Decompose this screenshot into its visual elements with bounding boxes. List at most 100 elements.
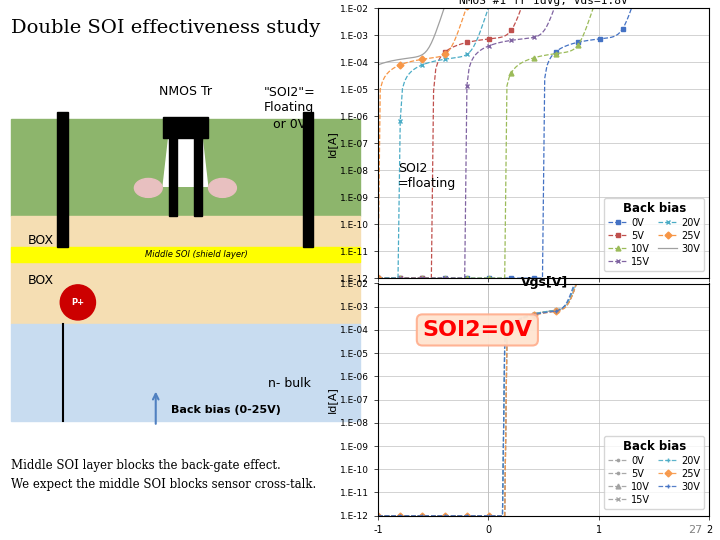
Bar <box>163 117 207 138</box>
20V <box>603 179 611 185</box>
0V <box>603 35 611 41</box>
Bar <box>11 119 360 216</box>
0V <box>482 512 491 519</box>
Text: Vgs[V]: Vgs[V] <box>521 276 569 289</box>
20V <box>547 308 556 314</box>
10V <box>505 74 513 80</box>
5V <box>603 179 611 185</box>
Bar <box>58 112 68 247</box>
15V <box>482 43 491 50</box>
0V <box>547 308 556 314</box>
30V <box>374 62 382 68</box>
Legend: 0V, 5V, 10V, 15V, 20V, 25V, 30V: 0V, 5V, 10V, 15V, 20V, 25V, 30V <box>604 198 704 271</box>
0V <box>374 275 382 281</box>
Bar <box>194 138 202 216</box>
0V <box>560 43 569 50</box>
Text: SOI2=0V: SOI2=0V <box>423 320 532 340</box>
10V <box>647 38 656 45</box>
Text: Back bias (0-25V): Back bias (0-25V) <box>171 406 281 415</box>
10V <box>547 308 556 314</box>
Text: 27: 27 <box>688 524 702 535</box>
Text: NMOS Tr: NMOS Tr <box>159 85 212 98</box>
15V <box>374 512 382 519</box>
Bar <box>303 112 313 247</box>
Line: 20V: 20V <box>376 0 711 281</box>
Bar <box>168 138 177 216</box>
Text: Middle SOI (shield layer): Middle SOI (shield layer) <box>145 250 248 259</box>
Y-axis label: Id[A]: Id[A] <box>327 130 337 157</box>
0V <box>482 275 491 281</box>
Line: 0V: 0V <box>376 0 711 281</box>
20V <box>482 512 491 519</box>
Text: "SOI2"=
Floating
or 0V: "SOI2"= Floating or 0V <box>264 85 315 131</box>
15V <box>547 308 556 314</box>
30V <box>374 512 382 519</box>
10V <box>482 275 491 281</box>
10V <box>560 304 569 310</box>
10V <box>560 49 569 56</box>
30V <box>560 302 569 309</box>
Bar <box>11 247 67 262</box>
25V <box>505 329 513 335</box>
30V <box>547 308 556 315</box>
Bar <box>326 247 360 262</box>
10V <box>482 512 491 519</box>
Line: 0V: 0V <box>376 0 711 518</box>
30V <box>482 512 491 519</box>
10V <box>603 183 611 189</box>
Text: P+: P+ <box>71 298 84 307</box>
Ellipse shape <box>209 178 236 197</box>
10V <box>374 512 382 519</box>
5V <box>505 30 513 36</box>
20V <box>560 303 569 309</box>
5V <box>374 275 382 281</box>
15V <box>647 38 656 45</box>
10V <box>374 275 382 281</box>
Text: BOX: BOX <box>28 234 54 247</box>
Text: SOI2
=floating: SOI2 =floating <box>398 161 456 190</box>
5V <box>374 512 382 519</box>
0V <box>547 53 556 60</box>
15V <box>505 37 513 44</box>
Line: 15V: 15V <box>376 0 711 281</box>
Line: 25V: 25V <box>376 0 711 518</box>
15V <box>560 304 569 310</box>
5V <box>560 303 569 309</box>
20V <box>482 9 491 16</box>
30V <box>505 325 513 331</box>
Line: 5V: 5V <box>376 0 711 518</box>
Bar <box>11 216 360 324</box>
Title: AIST double SOI TEG
NMOS #1 Tr IdVg, Vds=1.8V: AIST double SOI TEG NMOS #1 Tr IdVg, Vds… <box>459 0 628 6</box>
Line: 15V: 15V <box>376 0 711 518</box>
25V <box>560 305 569 311</box>
Y-axis label: Id[A]: Id[A] <box>327 386 337 413</box>
15V <box>603 183 611 189</box>
15V <box>505 328 513 334</box>
25V <box>603 183 611 189</box>
Text: Middle SOI layer blocks the back-gate effect.
We expect the middle SOI blocks se: Middle SOI layer blocks the back-gate ef… <box>11 459 316 491</box>
25V <box>374 275 382 281</box>
Line: 20V: 20V <box>376 0 711 518</box>
0V <box>647 38 656 45</box>
Text: n- bulk: n- bulk <box>268 377 310 390</box>
0V <box>560 304 569 310</box>
Bar <box>67 247 326 262</box>
Ellipse shape <box>60 285 96 320</box>
10V <box>505 328 513 334</box>
Legend: 0V, 5V, 10V, 15V, 20V, 25V, 30V: 0V, 5V, 10V, 15V, 20V, 25V, 30V <box>604 436 704 509</box>
0V <box>374 512 382 519</box>
Line: 5V: 5V <box>376 0 711 281</box>
20V <box>505 326 513 332</box>
Line: 30V: 30V <box>376 0 711 518</box>
Text: BOX: BOX <box>28 274 54 287</box>
30V <box>647 31 656 38</box>
25V <box>647 38 656 45</box>
25V <box>482 512 491 519</box>
5V <box>505 326 513 332</box>
25V <box>547 309 556 315</box>
Polygon shape <box>163 138 207 186</box>
Bar <box>11 324 360 421</box>
15V <box>482 512 491 519</box>
Ellipse shape <box>135 178 162 197</box>
Line: 30V: 30V <box>378 0 709 65</box>
